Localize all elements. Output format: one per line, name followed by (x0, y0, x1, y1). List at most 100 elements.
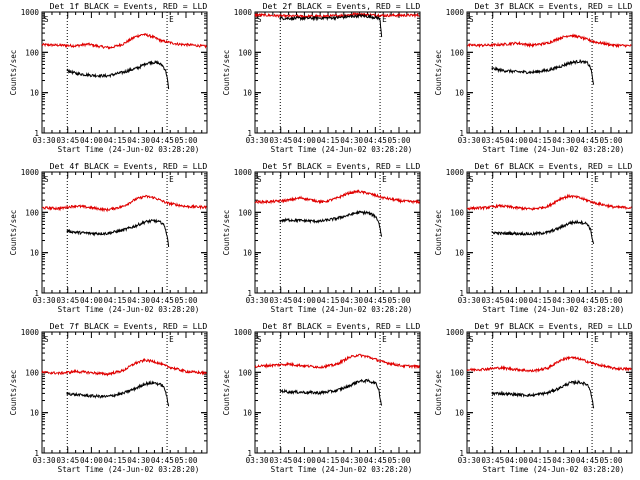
x-tick-label: 03:45 (56, 136, 79, 145)
series-events-line (66, 380, 170, 407)
y-tick-label: 1 (34, 129, 39, 138)
y-tick-label: 10 (243, 249, 253, 258)
y-axis-label: Counts/sec (222, 370, 231, 416)
series-events-line (491, 379, 595, 409)
x-tick-label: 04:30 (127, 296, 150, 305)
series-lld-line (467, 33, 632, 49)
y-tick-label: 1000 (21, 8, 40, 17)
panel-det-5f: Det 5f BLACK = Events, RED = LLD 1 10 100 10… (222, 161, 421, 314)
start-marker-label: S (257, 15, 262, 24)
y-tick-label: 1000 (446, 8, 465, 17)
y-tick-label: 1000 (234, 8, 253, 17)
start-marker-label: S (257, 335, 262, 344)
plot-frame (41, 171, 208, 294)
x-tick-label: 04:45 (364, 296, 387, 305)
x-axis-label: Start Time (24-Jun-02 03:28:20) (483, 465, 625, 474)
plot-frame (41, 331, 208, 454)
end-marker-label: E (594, 335, 599, 344)
panel-det-6f: Det 6f BLACK = Events, RED = LLD 1 10 100 10… (434, 161, 633, 314)
x-tick-label: 04:30 (552, 136, 575, 145)
y-tick-label: 100 (25, 208, 39, 217)
panel-det-8f: Det 8f BLACK = Events, RED = LLD 1 10 100 10… (222, 321, 421, 474)
series-lld-line (42, 194, 207, 213)
y-tick-label: 100 (238, 208, 252, 217)
x-tick-label: 04:45 (151, 456, 174, 465)
panel-title: Det 5f BLACK = Events, RED = LLD (263, 161, 421, 171)
series-events-line (66, 59, 170, 90)
y-tick-label: 1 (247, 449, 252, 458)
x-tick-label: 03:30 (33, 296, 56, 305)
x-tick-label: 05:00 (600, 296, 623, 305)
end-marker-label: E (594, 175, 599, 184)
y-tick-label: 10 (455, 89, 465, 98)
x-tick-label: 04:45 (364, 136, 387, 145)
x-tick-label: 04:15 (529, 456, 552, 465)
x-tick-label: 03:45 (56, 456, 79, 465)
end-marker-label: E (169, 175, 174, 184)
y-axis-label: Counts/sec (222, 210, 231, 256)
x-tick-label: 04:15 (104, 456, 127, 465)
y-axis-label: Counts/sec (9, 370, 18, 416)
series-lld-line (254, 353, 420, 370)
y-tick-label: 100 (450, 48, 464, 57)
series-events-line (66, 218, 170, 248)
series-lld-line (41, 32, 207, 50)
x-axis-label: Start Time (24-Jun-02 03:28:20) (483, 145, 625, 154)
plot-frame (466, 331, 633, 454)
x-tick-label: 05:00 (600, 136, 623, 145)
y-axis-label: Counts/sec (9, 210, 18, 256)
x-tick-label: 05:00 (175, 136, 198, 145)
y-tick-label: 1000 (446, 328, 465, 337)
x-tick-label: 03:30 (246, 456, 269, 465)
y-axis-label: Counts/sec (434, 210, 443, 256)
x-tick-label: 03:30 (458, 296, 481, 305)
panel-title: Det 2f BLACK = Events, RED = LLD (263, 1, 421, 11)
series-events-line (491, 58, 595, 85)
x-tick-label: 03:45 (481, 456, 504, 465)
x-tick-label: 03:30 (458, 136, 481, 145)
x-tick-label: 04:15 (529, 136, 552, 145)
x-tick-label: 04:00 (505, 136, 528, 145)
end-marker-label: E (382, 175, 387, 184)
x-tick-label: 04:15 (104, 136, 127, 145)
end-marker-label: E (169, 15, 174, 24)
plot-frame (254, 331, 421, 454)
x-tick-label: 04:00 (505, 296, 528, 305)
series-lld-line (41, 357, 207, 377)
end-marker-label: E (169, 335, 174, 344)
y-tick-label: 1 (247, 289, 252, 298)
panel-det-1f: Det 1f BLACK = Events, RED = LLD 1 10 100 10… (9, 1, 208, 154)
x-tick-label: 04:15 (317, 456, 340, 465)
end-marker-label: E (594, 15, 599, 24)
x-tick-label: 05:00 (600, 456, 623, 465)
panel-title: Det 6f BLACK = Events, RED = LLD (475, 161, 633, 171)
plot-frame (466, 171, 633, 294)
panel-det-3f: Det 3f BLACK = Events, RED = LLD 1 10 100 10… (434, 1, 633, 154)
x-tick-label: 05:00 (388, 136, 411, 145)
x-tick-label: 04:15 (104, 296, 127, 305)
y-tick-label: 10 (30, 249, 40, 258)
x-axis-label: Start Time (24-Jun-02 03:28:20) (58, 145, 200, 154)
y-tick-label: 1 (459, 289, 464, 298)
x-tick-label: 03:45 (56, 296, 79, 305)
y-tick-label: 1 (247, 129, 252, 138)
x-tick-label: 04:00 (293, 296, 316, 305)
y-tick-label: 1 (459, 129, 464, 138)
plot-frame (466, 11, 633, 134)
panel-title: Det 3f BLACK = Events, RED = LLD (475, 1, 633, 11)
x-axis-label: Start Time (24-Jun-02 03:28:20) (271, 145, 413, 154)
x-axis-label: Start Time (24-Jun-02 03:28:20) (58, 465, 200, 474)
x-tick-label: 04:30 (552, 296, 575, 305)
x-axis-label: Start Time (24-Jun-02 03:28:20) (271, 305, 413, 314)
y-axis-label: Counts/sec (9, 50, 18, 96)
x-tick-label: 05:00 (388, 456, 411, 465)
x-tick-label: 04:15 (317, 296, 340, 305)
y-tick-label: 100 (25, 48, 39, 57)
end-marker-label: E (382, 15, 387, 24)
y-tick-label: 1000 (234, 168, 253, 177)
plot-frame (41, 11, 208, 134)
y-tick-label: 10 (455, 249, 465, 258)
x-axis-label: Start Time (24-Jun-02 03:28:20) (483, 305, 625, 314)
start-marker-label: S (44, 335, 49, 344)
y-tick-label: 1000 (234, 328, 253, 337)
